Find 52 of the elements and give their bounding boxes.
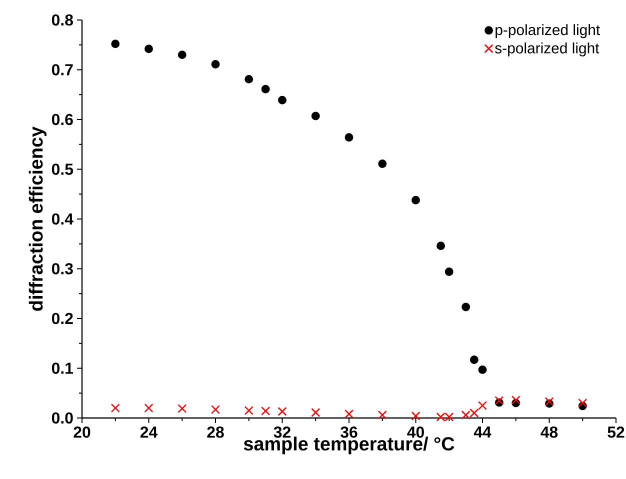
point: [478, 401, 488, 410]
x-tick-label: 44: [474, 426, 492, 438]
point: [470, 356, 478, 364]
point: [244, 406, 254, 416]
y-tick-label: 0.3: [52, 263, 73, 274]
point: [478, 365, 487, 374]
point: [311, 408, 320, 418]
point: [378, 160, 387, 168]
point: [411, 411, 420, 421]
x-tick-label: 36: [340, 426, 358, 438]
point: [511, 396, 520, 405]
point: [344, 133, 354, 142]
y-axis-title: diffraction efficiency: [28, 126, 46, 311]
y-tick-label: 0.7: [52, 64, 73, 76]
point: [211, 60, 220, 69]
point: [578, 398, 588, 408]
x-tick-label: 32: [274, 426, 290, 438]
point: [436, 242, 446, 250]
point: [178, 404, 187, 414]
y-tick-label: 0.0: [52, 412, 73, 424]
point: [444, 267, 454, 276]
point: [378, 410, 387, 420]
point: [462, 302, 470, 312]
point: [178, 50, 186, 60]
point: [311, 112, 320, 120]
x-tick-label: 48: [540, 426, 558, 438]
point: [210, 405, 220, 414]
y-tick-label: 0.2: [52, 312, 73, 324]
point: [412, 196, 420, 204]
x-tick-label: 24: [140, 426, 158, 438]
point: [144, 404, 154, 413]
point: [278, 96, 286, 104]
x-tick-label: 40: [407, 426, 424, 438]
y-tick-label: 0.1: [52, 362, 74, 374]
x-tick-label: 52: [608, 426, 624, 438]
x-tick-label: 28: [207, 426, 224, 438]
y-tick-label: 0.5: [52, 164, 74, 175]
point: [110, 404, 120, 413]
point: [261, 84, 270, 94]
legend-label: p-polarized light: [496, 24, 600, 38]
point: [261, 406, 270, 416]
point: [244, 74, 254, 84]
x-axis-title: sample temperature/ °C: [244, 436, 454, 454]
point: [278, 406, 287, 416]
point: [111, 40, 120, 48]
point: [144, 44, 153, 54]
y-tick-label: 0.6: [52, 114, 73, 126]
point: [344, 409, 354, 419]
y-tick-label: 0.4: [52, 213, 74, 225]
x-tick-label: 20: [74, 426, 90, 438]
legend-label: s-polarized light: [495, 42, 600, 56]
y-tick-label: 0.8: [52, 14, 73, 26]
